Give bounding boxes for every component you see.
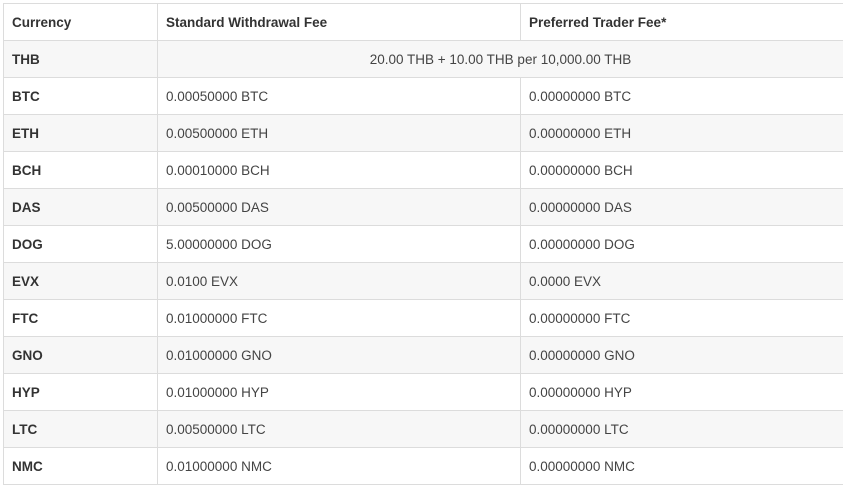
table-row: FTC 0.01000000 FTC 0.00000000 FTC: [3, 299, 843, 337]
preferred-fee: 0.0000 EVX: [520, 262, 843, 300]
currency-code: THB: [3, 40, 158, 78]
standard-fee: 0.00500000 ETH: [157, 114, 521, 152]
preferred-fee: 0.00000000 DAS: [520, 188, 843, 226]
table-row: LTC 0.00500000 LTC 0.00000000 LTC: [3, 410, 843, 448]
preferred-fee: 0.00000000 HYP: [520, 373, 843, 411]
table-header-row: Currency Standard Withdrawal Fee Preferr…: [3, 3, 843, 41]
standard-fee: 0.01000000 FTC: [157, 299, 521, 337]
fee-table-container: Currency Standard Withdrawal Fee Preferr…: [3, 3, 843, 489]
table-row: BCH 0.00010000 BCH 0.00000000 BCH: [3, 151, 843, 189]
table-row: BTC 0.00050000 BTC 0.00000000 BTC: [3, 77, 843, 115]
standard-fee: 0.00050000 BTC: [157, 77, 521, 115]
header-standard-withdrawal-fee: Standard Withdrawal Fee: [157, 3, 521, 41]
table-row: NMC 0.01000000 NMC 0.00000000 NMC: [3, 447, 843, 485]
currency-code: BTC: [3, 77, 158, 115]
standard-fee: 0.00010000 BCH: [157, 151, 521, 189]
currency-code: LTC: [3, 410, 158, 448]
thb-fee-cell: 20.00 THB + 10.00 THB per 10,000.00 THB: [157, 40, 843, 78]
standard-fee: 5.00000000 DOG: [157, 225, 521, 263]
preferred-fee: 0.00000000 NMC: [520, 447, 843, 485]
standard-fee: 0.0100 EVX: [157, 262, 521, 300]
standard-fee: 0.00500000 LTC: [157, 410, 521, 448]
currency-code: BCH: [3, 151, 158, 189]
preferred-fee: 0.00000000 BTC: [520, 77, 843, 115]
preferred-fee: 0.00000000 FTC: [520, 299, 843, 337]
table-row: EVX 0.0100 EVX 0.0000 EVX: [3, 262, 843, 300]
currency-code: GNO: [3, 336, 158, 374]
table-row: HYP 0.01000000 HYP 0.00000000 HYP: [3, 373, 843, 411]
table-row: DAS 0.00500000 DAS 0.00000000 DAS: [3, 188, 843, 226]
standard-fee: 0.01000000 NMC: [157, 447, 521, 485]
header-preferred-trader-fee: Preferred Trader Fee*: [520, 3, 843, 41]
currency-code: ETH: [3, 114, 158, 152]
currency-code: DAS: [3, 188, 158, 226]
currency-code: HYP: [3, 373, 158, 411]
table-row: GNO 0.01000000 GNO 0.00000000 GNO: [3, 336, 843, 374]
preferred-fee: 0.00000000 LTC: [520, 410, 843, 448]
standard-fee: 0.01000000 GNO: [157, 336, 521, 374]
preferred-fee: 0.00000000 ETH: [520, 114, 843, 152]
preferred-fee: 0.00000000 GNO: [520, 336, 843, 374]
standard-fee: 0.01000000 HYP: [157, 373, 521, 411]
currency-code: NMC: [3, 447, 158, 485]
withdrawal-fee-table: Currency Standard Withdrawal Fee Preferr…: [3, 3, 843, 485]
table-row-thb: THB 20.00 THB + 10.00 THB per 10,000.00 …: [3, 40, 843, 78]
standard-fee: 0.00500000 DAS: [157, 188, 521, 226]
currency-code: FTC: [3, 299, 158, 337]
header-currency: Currency: [3, 3, 158, 41]
preferred-fee: 0.00000000 DOG: [520, 225, 843, 263]
preferred-fee: 0.00000000 BCH: [520, 151, 843, 189]
table-row: DOG 5.00000000 DOG 0.00000000 DOG: [3, 225, 843, 263]
currency-code: EVX: [3, 262, 158, 300]
table-row: ETH 0.00500000 ETH 0.00000000 ETH: [3, 114, 843, 152]
currency-code: DOG: [3, 225, 158, 263]
